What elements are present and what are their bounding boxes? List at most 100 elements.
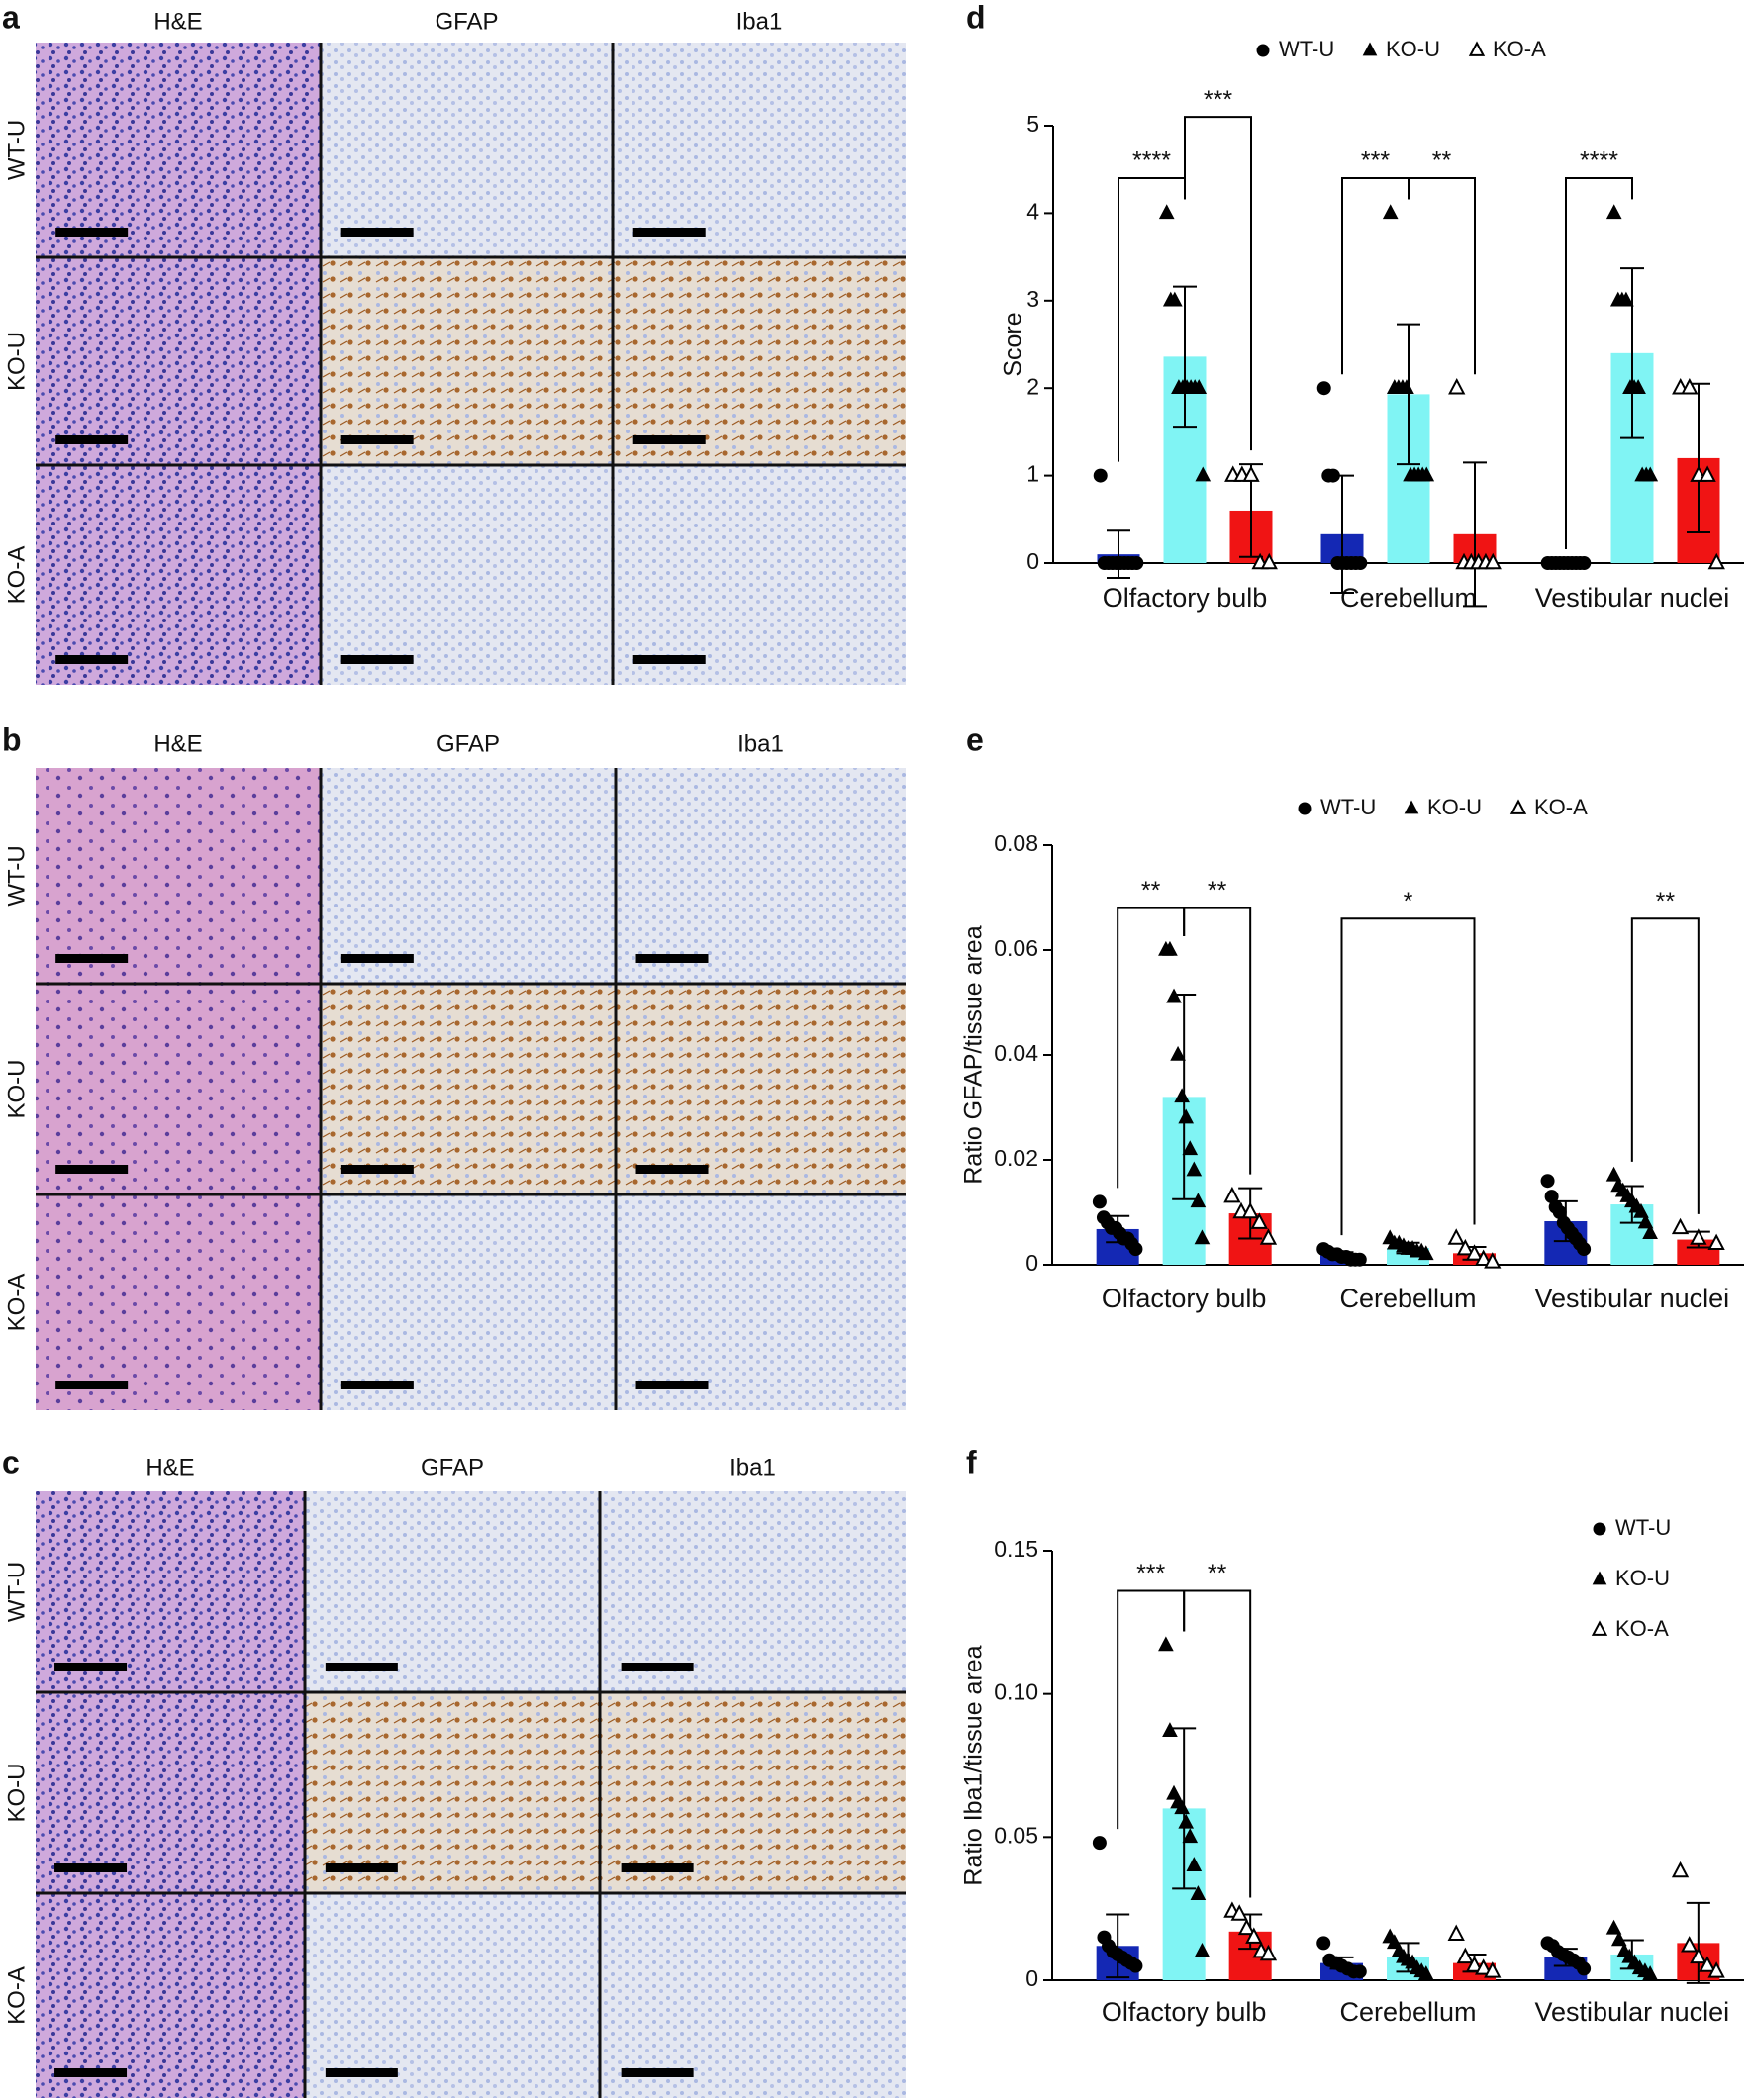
point (1353, 556, 1368, 570)
scale-bar (340, 1165, 414, 1174)
row-label: KO-A (3, 1966, 30, 2025)
scale-bar (635, 1381, 709, 1389)
legend-label: WT-U (1320, 795, 1376, 819)
point (1618, 291, 1634, 307)
micrograph (613, 257, 906, 465)
point (1484, 552, 1502, 570)
point (1540, 1174, 1555, 1189)
point (1707, 552, 1725, 570)
x-tick-label: Cerebellum (1339, 1284, 1476, 1313)
significance-label: ** (1656, 888, 1676, 915)
scale-bar (55, 435, 129, 444)
legend-label: KO-U (1427, 795, 1482, 819)
significance-bracket (1183, 907, 1252, 1175)
point (1484, 1252, 1502, 1269)
significance-bracket (1340, 917, 1476, 1236)
micrograph (321, 1194, 616, 1410)
point (1260, 552, 1278, 570)
x-tick-label: Olfactory bulb (1102, 1284, 1267, 1313)
x-tick-label: Vestibular nuclei (1535, 1997, 1730, 2027)
point (1577, 1242, 1592, 1257)
micrograph (616, 768, 906, 984)
legend-marker (1404, 800, 1419, 814)
scale-bar (621, 2068, 694, 2077)
scale-bar (55, 1381, 129, 1389)
error-bar (1463, 461, 1487, 608)
row-label: KO-A (3, 1274, 30, 1332)
point (1465, 1244, 1484, 1261)
point (1642, 466, 1659, 482)
legend-label: WT-U (1615, 1515, 1671, 1540)
legend-marker (1509, 799, 1527, 814)
point (1417, 1245, 1434, 1261)
point (1178, 1813, 1195, 1829)
error-bar (1620, 267, 1644, 439)
micrograph (36, 465, 321, 685)
column-header: Iba1 (729, 1454, 776, 1480)
point (1245, 1927, 1263, 1944)
column-header: H&E (153, 730, 202, 757)
micrograph (600, 1893, 906, 2098)
scale-bar (340, 1381, 414, 1389)
micrograph (36, 43, 321, 257)
point (1552, 1205, 1567, 1219)
y-axis-label: Ratio GFAP/tissue area (960, 925, 988, 1184)
significance-bracket (1341, 177, 1410, 375)
significance-label: ** (1141, 877, 1161, 905)
y-axis-label: Score (1000, 312, 1027, 376)
point (1178, 1108, 1195, 1124)
scale-bar (340, 435, 414, 444)
point (1577, 1961, 1592, 1976)
row-label: WT-U (3, 120, 30, 180)
legend-marker (1591, 1620, 1608, 1636)
row-label: WT-U (3, 1562, 30, 1622)
micrograph (36, 1692, 305, 1893)
point (1230, 1904, 1248, 1921)
legend-marker (1256, 44, 1270, 57)
y-axis-label: Ratio Iba1/tissue area (960, 1645, 988, 1885)
x-tick-label: Olfactory bulb (1103, 583, 1268, 613)
y-tick-label: 0.15 (994, 1536, 1038, 1562)
significance-bracket (1565, 177, 1633, 549)
panel-letter: c (2, 1444, 20, 1480)
point (1577, 556, 1592, 570)
y-tick-label: 0 (1025, 1965, 1038, 1991)
legend-label: KO-U (1386, 37, 1440, 61)
point (1447, 1228, 1465, 1245)
point (1237, 1918, 1256, 1936)
row-label: KO-U (3, 332, 30, 391)
point (1637, 1213, 1654, 1229)
point (1191, 379, 1208, 394)
micrograph (36, 768, 321, 984)
micrograph (321, 465, 613, 685)
y-tick-label: 0.04 (994, 1040, 1038, 1066)
legend-label: KO-U (1615, 1566, 1670, 1590)
micrograph (36, 984, 321, 1194)
significance-bracket (1630, 917, 1700, 1214)
legend-label: KO-A (1615, 1616, 1669, 1641)
point (1447, 1924, 1465, 1941)
point (1158, 1636, 1174, 1652)
point (1182, 1140, 1199, 1156)
legend-marker (1592, 1571, 1607, 1585)
micrograph (616, 1194, 906, 1410)
y-tick-label: 2 (1026, 373, 1039, 399)
scale-bar (55, 954, 129, 963)
point (1166, 988, 1182, 1003)
point (1316, 1936, 1331, 1951)
point (1418, 466, 1435, 482)
x-tick-label: Vestibular nuclei (1535, 583, 1730, 613)
point (1129, 556, 1144, 570)
significance-label: ** (1432, 147, 1452, 175)
panel-letter: a (2, 0, 20, 35)
point (1707, 1961, 1725, 1978)
y-tick-label: 3 (1026, 286, 1039, 312)
y-tick-label: 0.10 (994, 1679, 1038, 1705)
micrograph (305, 1692, 600, 1893)
scale-bar (632, 228, 706, 237)
y-tick-label: 0.06 (994, 935, 1038, 961)
y-tick-label: 1 (1026, 461, 1039, 487)
micrograph (616, 984, 906, 1194)
point (1465, 1956, 1484, 1972)
